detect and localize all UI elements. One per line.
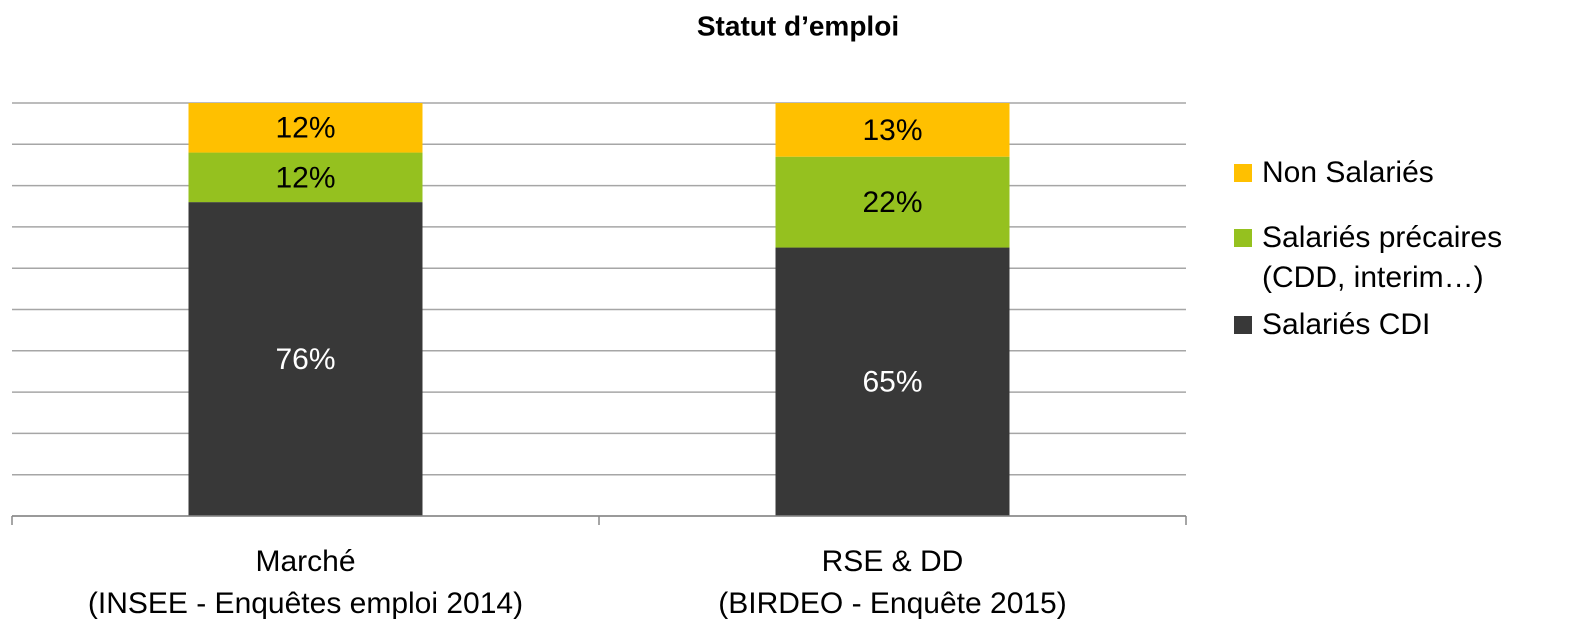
legend-swatch (1234, 164, 1252, 182)
legend-label: Salariés CDI (1262, 308, 1430, 341)
data-label: 13% (862, 114, 922, 147)
data-label: 65% (862, 366, 922, 399)
x-tick-label: Marché (INSEE - Enquêtes emploi 2014) (88, 545, 523, 620)
legend-swatch (1234, 316, 1252, 334)
data-label: 12% (275, 161, 335, 194)
bar-segment (775, 247, 1010, 517)
x-tick-label: RSE & DD (BIRDEO - Enquête 2015) (718, 545, 1067, 620)
data-label: 12% (275, 112, 335, 145)
bar-segment (775, 103, 1010, 157)
chart-title: Statut d’emploi (697, 10, 899, 41)
bar-segment (188, 202, 423, 516)
data-label: 76% (275, 343, 335, 376)
bar-segment (188, 103, 423, 153)
bar-segment (188, 152, 423, 203)
legend-label: Salariés précaires (CDD, interim…) (1262, 221, 1502, 294)
legend-label: Non Salariés (1262, 156, 1434, 189)
data-label: 22% (862, 186, 922, 219)
legend-swatch (1234, 229, 1252, 247)
bar-segment (775, 156, 1010, 248)
